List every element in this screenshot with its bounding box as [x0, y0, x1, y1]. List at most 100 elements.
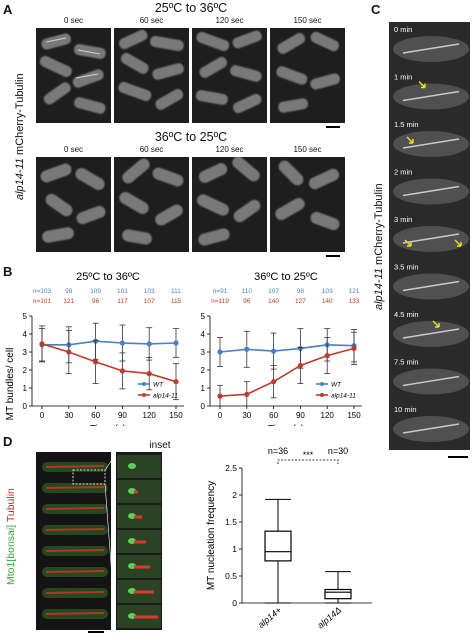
time-label: 3.5 min [394, 263, 419, 272]
y-tick-label: 1 [201, 384, 206, 393]
arrow-icon [418, 81, 426, 89]
n-label-wt: 110 [242, 288, 253, 295]
cell-red-tubulin [45, 528, 105, 531]
n-label-wt: n=91 [213, 288, 228, 295]
x-tick-label: 30 [64, 411, 73, 420]
cell-red-tubulin [45, 486, 105, 489]
time-label: 120 sec [215, 16, 244, 25]
y-tick-label: 5 [201, 312, 206, 321]
panel-b-label: B [3, 264, 13, 279]
n-label-wt: 103 [144, 288, 155, 295]
series-line [219, 347, 355, 397]
scale-bar [448, 456, 468, 458]
time-label: 3 min [394, 215, 412, 224]
time-label: 0 sec [63, 145, 84, 154]
category-label: alp14Δ [315, 605, 343, 631]
cell-red-tubulin [45, 465, 105, 468]
panel-d-label: D [3, 434, 13, 449]
n-label-mut: 96 [92, 298, 100, 305]
x-tick-label: 90 [296, 411, 305, 420]
n-label-wt: 101 [117, 288, 128, 295]
microtubule [402, 375, 460, 387]
data-point [119, 368, 125, 374]
legend-marker [320, 393, 324, 397]
panel-c-side-label: alp14-11 mCherry-Tubulin [373, 183, 385, 310]
arrow-icon [454, 239, 462, 247]
micrograph-frame [36, 157, 111, 252]
x-tick-label: 90 [118, 411, 127, 420]
n-label-mut: 140 [268, 298, 279, 305]
legend-marker [142, 393, 146, 397]
n-label-mut: 117 [117, 298, 128, 305]
n-label-mut: n=101 [33, 298, 52, 305]
timelapse-frame: 4.5 min [389, 307, 470, 354]
n-label-mut: 107 [144, 298, 155, 305]
microtubule [402, 138, 460, 149]
y-tick-label: 3 [23, 348, 28, 357]
timelapse-frame: 1.5 min [389, 117, 470, 164]
micrograph-frame [192, 28, 267, 123]
n-label: n=36 [268, 446, 288, 456]
time-label: 120 sec [215, 145, 244, 154]
box [264, 530, 292, 562]
panel-a-side-label-italic: alp14-11 [14, 158, 26, 200]
n-label-mut: 133 [349, 298, 360, 305]
cell-red-tubulin [45, 570, 105, 573]
time-label: 60 sec [139, 16, 164, 25]
data-point [351, 345, 357, 351]
microtubule [402, 423, 460, 434]
n-label-mut: 115 [171, 298, 182, 305]
microtubule [402, 328, 460, 339]
time-label: 7.5 min [394, 358, 419, 367]
y-tick-label: 1.5 [225, 517, 237, 527]
b-ylabel: MT bundles/ cell [5, 348, 16, 421]
y-tick-label: 2.5 [225, 463, 237, 473]
y-axis-label: MT nucleation frequency [206, 481, 217, 590]
overview-image [36, 452, 111, 630]
data-point [173, 340, 179, 346]
significance-label: *** [303, 450, 314, 460]
n-label-wt: 98 [297, 288, 305, 295]
micrograph-frame [270, 28, 345, 123]
micrograph-frame [114, 157, 189, 252]
y-tick-label: 0.5 [225, 571, 237, 581]
y-tick-label: 2 [23, 366, 28, 375]
microtubule [402, 233, 460, 244]
time-label: 150 sec [293, 145, 322, 154]
data-point [146, 371, 152, 377]
x-tick-label: 120 [321, 411, 335, 420]
y-tick-label: 5 [23, 312, 28, 321]
timelapse-frames: 0 min 1 min 1.5 min 2 min 3 min 3.5 min 4.5 mi… [389, 22, 470, 449]
data-point [217, 349, 223, 355]
data-point [244, 346, 250, 352]
y-tick-label: 2 [201, 366, 206, 375]
legend-mut: alp14-11 [331, 393, 356, 400]
n-label-mut: n=119 [211, 298, 229, 305]
x-tick-label: 0 [40, 411, 45, 420]
y-tick-label: 2 [232, 490, 237, 500]
x-tick-label: 0 [218, 411, 223, 420]
inset-label: inset [149, 440, 171, 451]
data-point [297, 362, 303, 369]
time-label: 1 min [394, 73, 412, 82]
panel-a-side-label: alp14-11 mCherry-Tubulin [14, 73, 26, 200]
timelapse-frame: 7.5 min [389, 354, 470, 402]
micrograph-frame [36, 28, 111, 123]
microtubule [402, 90, 460, 102]
n-label-wt: n=103 [33, 288, 52, 295]
series-alp14-11 [39, 325, 179, 401]
x-tick-label: 60 [91, 411, 100, 420]
legend-marker [320, 382, 324, 386]
microtubule [402, 185, 460, 197]
data-point [271, 348, 277, 354]
arrow-icon [404, 239, 412, 247]
panel-a-label: A [3, 2, 13, 17]
time-label: 10 min [394, 405, 417, 414]
data-point [93, 359, 99, 365]
n-label-wt: 111 [171, 288, 181, 295]
n-label-mut: 127 [295, 298, 306, 305]
microtubule [402, 280, 460, 292]
n-label-wt: 121 [349, 288, 360, 295]
y-tick-label: 4 [201, 330, 206, 339]
